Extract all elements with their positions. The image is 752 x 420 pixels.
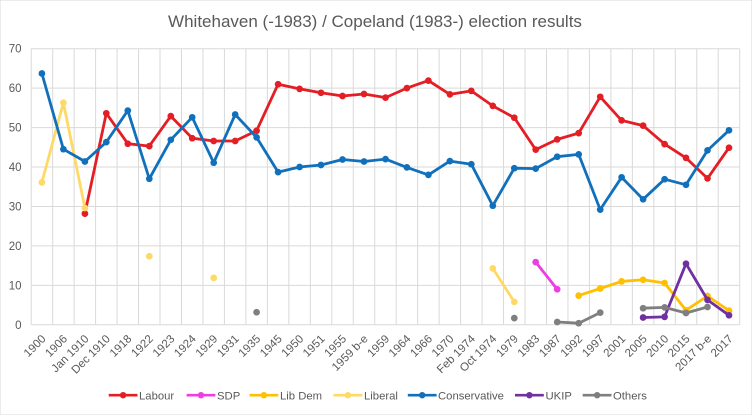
svg-text:40: 40 <box>9 162 22 174</box>
svg-text:Lib Dem: Lib Dem <box>280 390 322 402</box>
svg-text:60: 60 <box>9 83 22 95</box>
svg-text:Conservative: Conservative <box>438 390 504 402</box>
svg-text:UKIP: UKIP <box>546 390 572 402</box>
svg-text:70: 70 <box>9 44 22 56</box>
svg-text:0: 0 <box>15 320 21 332</box>
svg-text:Labour: Labour <box>139 390 174 402</box>
svg-text:30: 30 <box>9 202 22 214</box>
svg-text:10: 10 <box>9 280 22 292</box>
svg-text:50: 50 <box>9 123 22 135</box>
svg-text:Others: Others <box>613 390 647 402</box>
svg-text:SDP: SDP <box>217 390 240 402</box>
svg-text:20: 20 <box>9 241 22 253</box>
svg-text:Liberal: Liberal <box>364 390 398 402</box>
svg-text:Whitehaven (-1983) / Copeland: Whitehaven (-1983) / Copeland (1983-) el… <box>168 12 582 31</box>
